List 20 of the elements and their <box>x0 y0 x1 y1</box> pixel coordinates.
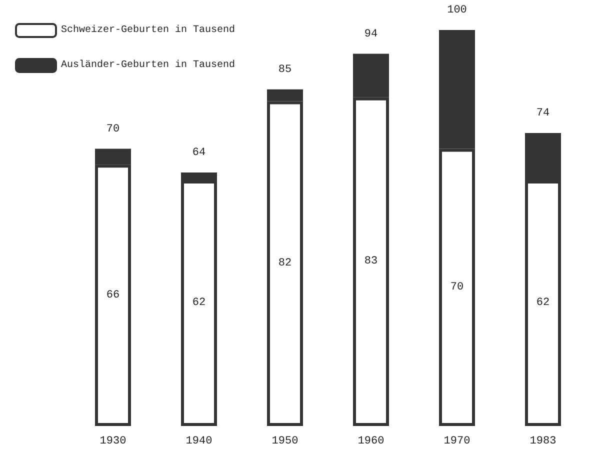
legend-label: Ausländer-Geburten in Tausend <box>61 59 236 71</box>
x-tick-label: 1950 <box>272 436 298 448</box>
data-label: 83 <box>364 256 378 268</box>
total-label: 64 <box>192 147 206 160</box>
data-label: 62 <box>536 297 550 310</box>
x-tick-label: 1970 <box>444 436 470 448</box>
data-label: 66 <box>106 289 120 302</box>
data-label: 62 <box>192 297 206 310</box>
data-label: 70 <box>450 281 464 294</box>
total-label: 70 <box>106 123 120 136</box>
data-label: 82 <box>278 258 292 270</box>
x-tick-label: 1930 <box>100 436 126 448</box>
x-tick-label: 1960 <box>358 436 384 448</box>
x-tick-label: 1983 <box>530 436 556 448</box>
legend-label: Schweizer-Geburten in Tausend <box>61 24 236 36</box>
total-label: 100 <box>447 4 467 16</box>
total-label: 94 <box>364 28 378 40</box>
total-label: 74 <box>536 107 550 120</box>
x-tick-label: 1940 <box>186 436 212 448</box>
total-label: 85 <box>278 64 292 76</box>
